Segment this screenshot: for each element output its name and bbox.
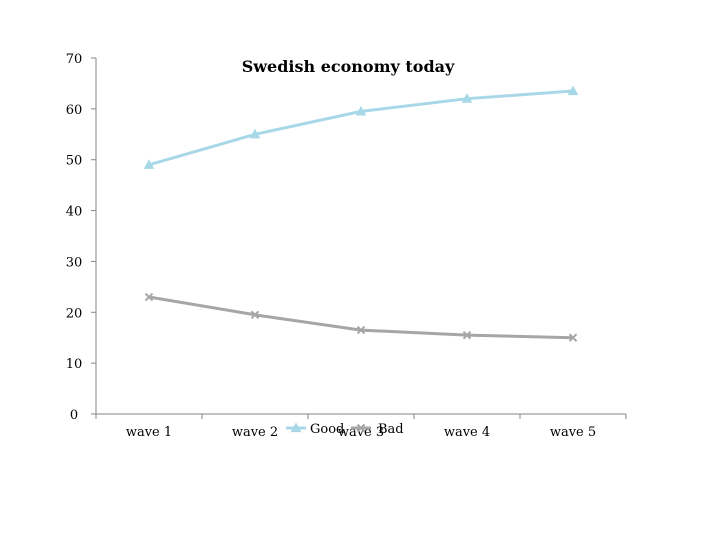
series-good	[143, 85, 579, 169]
series-bad	[144, 292, 578, 342]
legend-label: Good	[310, 422, 344, 437]
legend-marker	[356, 423, 366, 433]
chart-title: Swedish economy today	[242, 57, 455, 76]
y-tick-label: 60	[66, 103, 83, 118]
y-tick-label: 70	[66, 52, 83, 67]
x-tick-label: wave 4	[444, 425, 490, 440]
data-point-good	[143, 159, 155, 169]
y-tick-label: 50	[66, 154, 83, 169]
x-tick-label: wave 2	[232, 425, 278, 440]
data-point-good	[567, 85, 579, 96]
y-tick-label: 0	[70, 408, 78, 423]
y-tick-label: 30	[66, 255, 83, 270]
legend: Good Bad	[286, 422, 404, 437]
legend-item-good: Good	[286, 422, 344, 437]
legend-label: Bad	[378, 422, 404, 437]
series-line-bad	[148, 295, 574, 340]
x-tick-label: wave 5	[550, 425, 596, 440]
x-tick-label: wave 3	[338, 425, 384, 440]
y-tick-label: 10	[66, 357, 83, 372]
legend-marker	[290, 422, 302, 433]
series-line-good	[148, 89, 574, 167]
axes: 0 10 20 30 40 50 60 70 wave 1 wave 2 wave 3 wave 4 w…	[66, 52, 627, 440]
y-tick-label: 40	[66, 205, 83, 220]
series-layer	[143, 85, 579, 342]
data-point-good	[461, 93, 473, 103]
data-point-bad	[250, 310, 260, 320]
data-point-bad	[144, 292, 154, 302]
x-tick-label: wave 1	[126, 425, 172, 440]
data-point-bad	[462, 330, 472, 340]
data-point-good	[249, 128, 261, 139]
data-point-good	[355, 105, 367, 116]
y-tick-label: 20	[66, 306, 83, 321]
data-point-bad	[356, 325, 366, 335]
legend-item-bad: Bad	[351, 422, 404, 437]
data-point-bad	[568, 333, 578, 342]
